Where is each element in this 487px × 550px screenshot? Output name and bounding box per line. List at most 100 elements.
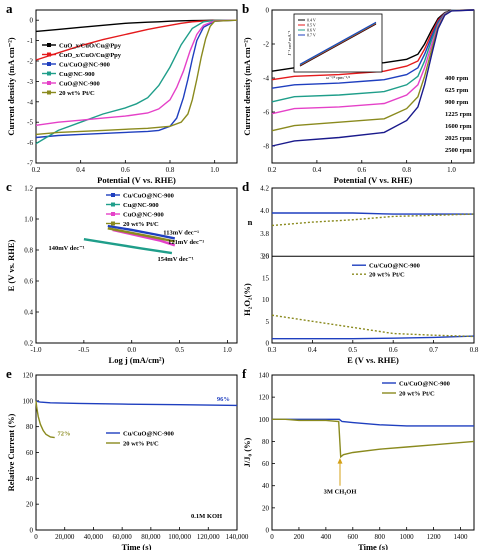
x-tick-label: 0 — [270, 533, 274, 541]
rpm-label: 1225 rpm — [445, 111, 472, 118]
legend-marker — [111, 193, 115, 197]
inset-line — [299, 21, 377, 65]
x-tick-label: 0.8 — [470, 346, 479, 354]
axes-frame — [271, 374, 475, 531]
x-tick-label: 0.6 — [389, 346, 398, 354]
x-tick-label: 0.5 — [175, 346, 184, 354]
y-tick-label: 60 — [262, 460, 270, 468]
x-tick-label: 1.0 — [447, 166, 456, 174]
x-tick-label: 40,000 — [84, 533, 104, 541]
series-line — [35, 19, 238, 139]
tafel-slope-label: 121mV dec⁻¹ — [168, 239, 204, 246]
x-tick-label: 0.8 — [402, 166, 411, 174]
y-tick-label: 0 — [266, 527, 270, 535]
y-tick-label: -5 — [27, 119, 33, 127]
x-tick-label: 800 — [374, 533, 385, 541]
inset-legend-label: 0.7 V — [307, 33, 316, 38]
rpm-label: 625 rpm — [445, 87, 469, 94]
y-tick-label: 5 — [266, 318, 270, 326]
y-tick-label: -2 — [263, 41, 269, 49]
legend-label: Cu/CuO@NC-900 — [123, 193, 174, 200]
x-tick-label: 140,000 — [226, 533, 249, 541]
y-tick-label: 0 — [266, 7, 270, 15]
y-tick-label: 40 — [26, 475, 34, 483]
axes-frame — [271, 9, 475, 164]
x-tick-label: 0.4 — [308, 346, 317, 354]
x-tick-label: 200 — [294, 533, 305, 541]
retention-label-pt: 72% — [58, 431, 71, 438]
legend-label: Cu/CuO@NC-900 — [59, 62, 110, 69]
y-tick-label: 40 — [262, 482, 270, 490]
legend-marker — [111, 202, 115, 207]
legend-label: Cu@NC-900 — [123, 202, 159, 209]
series-line — [35, 19, 238, 61]
y-tick-label: 100 — [259, 416, 270, 424]
y-tick-label: 20 — [262, 253, 270, 261]
methanol-label: 3M CH₃OH — [324, 488, 357, 495]
panel-letter: c — [6, 179, 12, 194]
panel-letter: f — [242, 366, 247, 381]
legend-label: CuO@NC-900 — [123, 212, 164, 219]
y-tick-label: 4.2 — [260, 185, 269, 193]
x-tick-label: 1.0 — [223, 346, 232, 354]
axes-frame — [35, 9, 238, 164]
legend-marker — [47, 90, 51, 95]
injection-arrowhead — [337, 458, 343, 464]
panel-letter: b — [242, 1, 249, 16]
legend-label: CuO@NC-900 — [59, 81, 100, 88]
retention-label-cu: 96% — [217, 396, 230, 403]
inset-line — [299, 22, 377, 66]
series-line — [271, 213, 475, 227]
x-tick-label: 0.2 — [268, 166, 277, 174]
x-tick-label: 0.4 — [76, 166, 85, 174]
inset-y-label: J⁻¹ cm² mA⁻¹ — [287, 30, 292, 56]
y-axis-label-top: n — [248, 217, 253, 227]
y-tick-label: 3.8 — [260, 230, 269, 238]
tafel-slope-label: 154mV dec⁻¹ — [158, 256, 194, 263]
y-axis-label: Current density (mA cm⁻²) — [242, 37, 252, 135]
series-line — [35, 19, 238, 126]
series-line — [271, 9, 475, 147]
legend-marker — [47, 52, 51, 57]
x-tick-label: -1.0 — [30, 346, 42, 354]
y-tick-label: -7 — [27, 160, 33, 168]
inset-legend-label: 0.6 V — [307, 28, 316, 33]
legend-label: CuO_x/CuO/Cu@Ppy — [59, 43, 122, 50]
legend-marker — [47, 43, 51, 47]
series-line — [35, 19, 238, 136]
y-tick-label: 120 — [23, 372, 34, 380]
y-tick-label: 3.6 — [260, 253, 269, 261]
tafel-slope-label: 113mV dec⁻¹ — [163, 230, 199, 237]
y-tick-label: -1 — [27, 37, 33, 45]
x-tick-label: 120,000 — [197, 533, 220, 541]
y-axis-label: Relative Current (%) — [6, 413, 16, 491]
series-line — [272, 212, 474, 215]
y-axis-label: E (V vs. RHE) — [6, 239, 16, 291]
y-tick-label: 4.0 — [260, 207, 269, 215]
rpm-label: 900 rpm — [445, 99, 469, 106]
legend-label: 20 wt% Pt/C — [123, 441, 159, 448]
legend-label: Cu/CuO@NC-900 — [399, 381, 450, 388]
y-tick-label: 0 — [30, 17, 34, 25]
panel-b: 0.2 0.4 0.6 0.8 1.0 0 -2 -4 -6 -8 400 rpm 625 rpm 90… — [263, 7, 475, 174]
rpm-label: 2025 rpm — [445, 135, 472, 142]
panel-d: 0.3 0.4 0.5 0.6 0.7 0.8 3.6 3.8 4.0 4.2 0 5 10 15 20 Cu… — [260, 185, 479, 355]
y-tick-label: -2 — [27, 58, 33, 66]
legend-marker — [47, 81, 51, 85]
panel-f: 0 200 400 600 800 1000 1200 1400 0 20 40 60 80 100 120… — [259, 372, 475, 541]
x-tick-label: 80,000 — [141, 533, 161, 541]
x-tick-label: 0.5 — [348, 346, 357, 354]
y-tick-label: 1.2 — [24, 185, 33, 193]
y-tick-label: 60 — [26, 449, 34, 457]
panel-a: 0.2 0.4 0.6 0.8 1.0 0 -1 -2 -3 -4 -5 -6 -7 CuO_x/CuO/… — [27, 9, 238, 174]
y-tick-label: 10 — [262, 296, 270, 304]
x-tick-label: 1400 — [454, 533, 469, 541]
inset-legend-label: 0.4 V — [307, 18, 316, 23]
x-tick-label: 0.4 — [313, 166, 322, 174]
series-line — [272, 418, 475, 459]
x-tick-label: 60,000 — [113, 533, 133, 541]
legend-marker — [47, 71, 51, 76]
legend-label: 20 wt% Pt/C — [59, 90, 95, 97]
y-tick-label: 15 — [262, 274, 270, 282]
series-line — [35, 400, 238, 407]
